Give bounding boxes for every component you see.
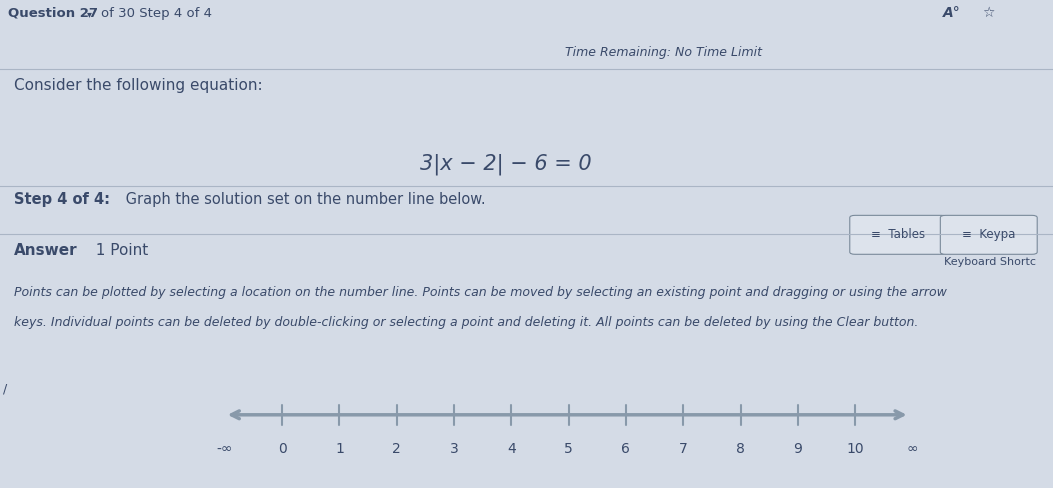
Text: of 30 Step 4 of 4: of 30 Step 4 of 4: [101, 7, 212, 20]
Text: ≡  Tables: ≡ Tables: [871, 228, 926, 241]
Text: Consider the following equation:: Consider the following equation:: [14, 78, 262, 93]
Text: ▾: ▾: [87, 9, 93, 20]
FancyBboxPatch shape: [940, 215, 1037, 254]
Text: ∞: ∞: [907, 442, 918, 456]
Text: 1 Point: 1 Point: [86, 243, 148, 258]
Text: Points can be plotted by selecting a location on the number line. Points can be : Points can be plotted by selecting a loc…: [14, 286, 947, 299]
Text: 4: 4: [506, 442, 516, 456]
Text: Graph the solution set on the number line below.: Graph the solution set on the number lin…: [121, 192, 485, 207]
Text: 3|x − 2| − 6 = 0: 3|x − 2| − 6 = 0: [420, 154, 591, 175]
Text: 5: 5: [564, 442, 573, 456]
Text: 1: 1: [335, 442, 344, 456]
Text: -∞: -∞: [217, 442, 233, 456]
Text: Question 27: Question 27: [8, 7, 98, 20]
Text: 8: 8: [736, 442, 744, 456]
Text: 6: 6: [621, 442, 631, 456]
Text: 3: 3: [450, 442, 458, 456]
Text: keys. Individual points can be deleted by double-clicking or selecting a point a: keys. Individual points can be deleted b…: [14, 316, 918, 329]
Text: A°: A°: [942, 6, 960, 20]
Text: Keyboard Shortc: Keyboard Shortc: [943, 257, 1036, 266]
Text: 10: 10: [847, 442, 863, 456]
Text: 7: 7: [679, 442, 688, 456]
Text: Answer: Answer: [14, 243, 77, 258]
Text: 9: 9: [793, 442, 802, 456]
Text: Time Remaining: No Time Limit: Time Remaining: No Time Limit: [564, 46, 762, 59]
Text: ≡  Keypa: ≡ Keypa: [962, 228, 1015, 241]
FancyBboxPatch shape: [850, 215, 947, 254]
Text: /: /: [3, 383, 7, 396]
Text: Step 4 of 4:: Step 4 of 4:: [14, 192, 110, 207]
Text: 2: 2: [393, 442, 401, 456]
Text: 0: 0: [278, 442, 286, 456]
Text: ☆: ☆: [982, 6, 995, 20]
